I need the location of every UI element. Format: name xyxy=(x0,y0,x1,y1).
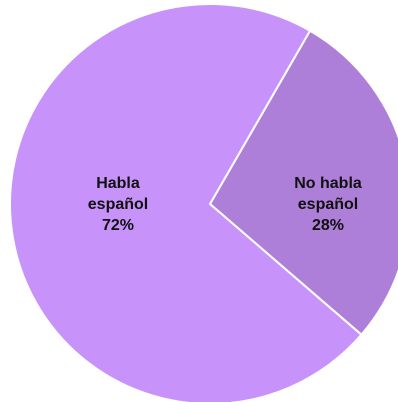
slice-value-label: 28% xyxy=(312,217,344,234)
slice-label-habla-espanol: Habla español 72% xyxy=(88,175,148,234)
slice-label-no-habla-espanol: No habla español 28% xyxy=(294,175,362,234)
slice-value-label: 72% xyxy=(102,217,134,234)
pie-slices xyxy=(9,3,398,402)
slice-label-line-2: español xyxy=(298,196,358,213)
pie-slice-no-habla-espanol xyxy=(209,29,398,336)
pie-slice-habla-espanol xyxy=(9,3,363,402)
slice-label-line-1: No habla xyxy=(294,175,362,192)
slice-label-line-2: español xyxy=(88,196,148,213)
slice-label-line-1: Habla xyxy=(96,175,140,192)
